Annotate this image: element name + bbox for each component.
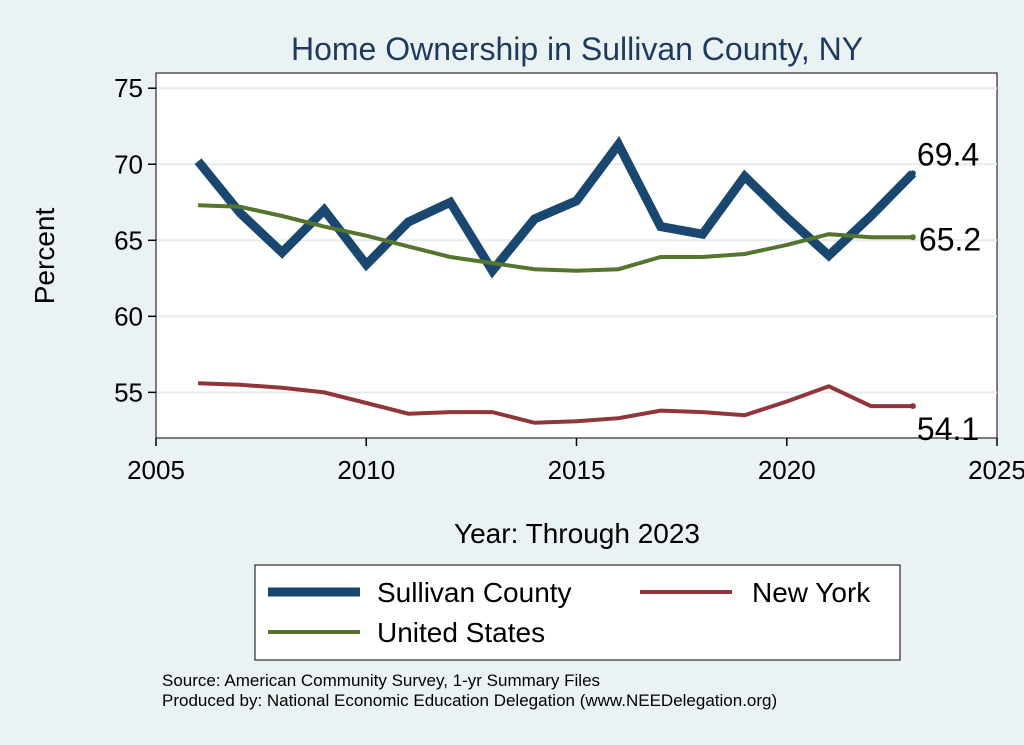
y-tick-label: 65 (114, 225, 143, 255)
end-labels: 69.4 54.1 65.2 (917, 136, 981, 447)
series-line-sullivan-county (194, 136, 917, 279)
end-label-new-york: 54.1 (917, 411, 979, 447)
producer-note: Produced by: National Economic Education… (162, 691, 777, 710)
y-tick-label: 55 (114, 377, 143, 407)
legend-label-sullivan-county: Sullivan County (377, 577, 572, 608)
legend: Sullivan County New York United States (254, 564, 901, 661)
source-note: Source: American Community Survey, 1-yr … (162, 671, 600, 690)
y-tick-label: 75 (114, 73, 143, 103)
legend-label-united-states: United States (377, 617, 545, 648)
plot-area (155, 72, 998, 439)
legend-label-new-york: New York (752, 577, 871, 608)
legend-box (254, 564, 901, 661)
series-lines (194, 136, 917, 425)
y-axis: 55 60 65 70 75 (114, 73, 157, 438)
end-point-sullivan-county (909, 170, 916, 177)
x-tick-label: 2005 (127, 455, 185, 485)
end-point-united-states (909, 234, 916, 241)
end-label-sullivan-county: 69.4 (917, 136, 979, 172)
x-tick-label: 2010 (337, 455, 395, 485)
y-tick-label: 60 (114, 301, 143, 331)
series-line-new-york (198, 381, 913, 425)
x-tick-label: 2025 (968, 455, 1024, 485)
x-tick-label: 2015 (548, 455, 606, 485)
x-axis: 2005 2010 2015 2020 2025 (127, 437, 1024, 485)
x-tick-label: 2020 (758, 455, 816, 485)
end-point-new-york (909, 403, 916, 410)
series-line-united-states (198, 203, 913, 273)
y-tick-label: 70 (114, 149, 143, 179)
x-axis-title: Year: Through 2023 (454, 518, 700, 549)
chart-title: Home Ownership in Sullivan County, NY (291, 31, 863, 67)
y-axis-title: Percent (29, 208, 60, 305)
end-label-united-states: 65.2 (919, 221, 981, 257)
